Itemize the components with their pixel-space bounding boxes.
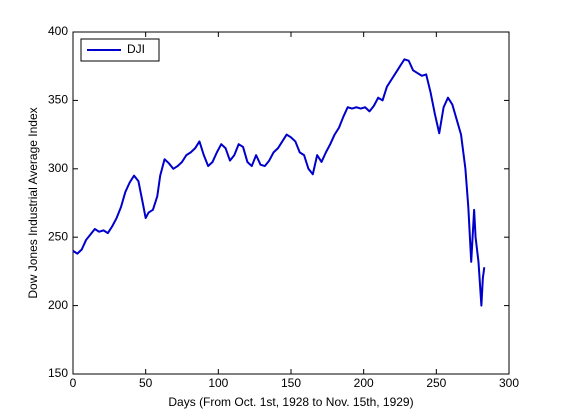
x-axis-label: Days (From Oct. 1st, 1928 to Nov. 15th, … [168, 395, 413, 409]
x-tick-label: 50 [139, 376, 153, 390]
y-tick-label: 350 [48, 93, 68, 107]
data-line [72, 58, 486, 307]
y-axis-label: Dow Jones Industrial Average Index [26, 107, 40, 298]
y-tick-label: 400 [48, 24, 68, 38]
x-tick-label: 200 [354, 376, 374, 390]
x-tick-label: 250 [426, 376, 446, 390]
y-tick-label: 250 [48, 229, 68, 243]
plot-area [72, 31, 510, 375]
x-tick-label: 300 [499, 376, 519, 390]
y-tick-label: 200 [48, 298, 68, 312]
x-tick-label: 150 [281, 376, 301, 390]
y-tick-label: 300 [48, 161, 68, 175]
x-tick-label: 100 [208, 376, 228, 390]
x-tick-label: 0 [70, 376, 77, 390]
y-tick-label: 150 [48, 366, 68, 380]
legend-label: DJI [127, 42, 145, 56]
